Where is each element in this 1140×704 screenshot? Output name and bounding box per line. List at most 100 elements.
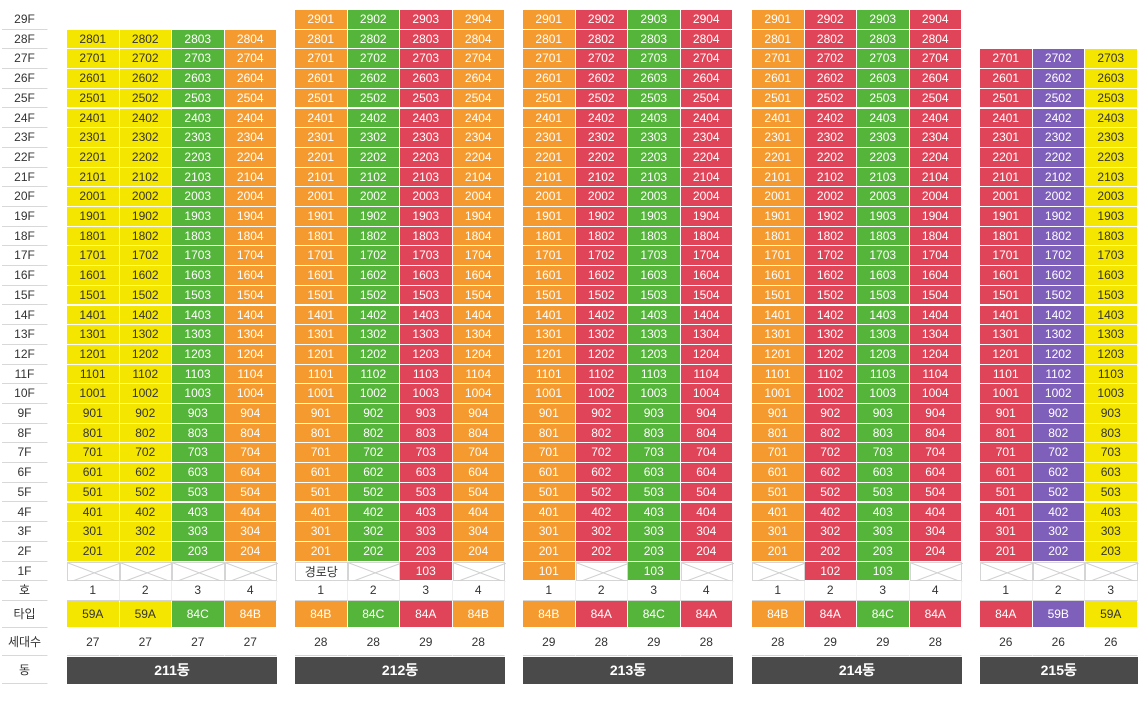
unit-cell: 703	[1085, 443, 1138, 464]
empty-cross-icon	[981, 562, 1034, 583]
unit-cell: 803	[400, 423, 453, 444]
household-count-cell: 27	[172, 628, 225, 656]
unit-cell: 1403	[172, 305, 225, 326]
unit-cell: 904	[224, 404, 277, 424]
household-count-cell: 26	[1085, 628, 1138, 656]
unit-cell: 1003	[172, 384, 225, 404]
unit-cell: 1003	[857, 384, 910, 404]
unit-cell: 2201	[67, 147, 120, 168]
unit-cell: 504	[224, 482, 277, 503]
household-count-cell: 29	[628, 628, 681, 656]
unit-cell: 604	[224, 463, 277, 483]
unit-cell: 1502	[119, 285, 172, 306]
unit-cell: 2002	[575, 187, 628, 207]
unit-cell: 2102	[804, 167, 857, 188]
unit-cell: 2802	[119, 29, 172, 50]
unit-cell: 1101	[752, 364, 805, 385]
unit-cell: 1002	[804, 384, 857, 404]
unit-cell: 2702	[119, 49, 172, 70]
unit-type-cell: 84C	[172, 601, 225, 628]
household-count-cell: 29	[400, 628, 453, 656]
unit-cell: 1903	[628, 207, 681, 227]
unit-cell: 1501	[67, 285, 120, 306]
unit-cell: 804	[680, 423, 733, 444]
unit-cell: 801	[67, 423, 120, 444]
unit-cell: 504	[909, 482, 962, 503]
unit-cell: 302	[804, 522, 857, 542]
floor-label: 28F	[2, 29, 48, 50]
unit-cell: 1301	[752, 325, 805, 345]
unit-cell: 1102	[575, 364, 628, 385]
unit-cell: 1603	[1085, 266, 1138, 286]
floor-label: 23F	[2, 128, 48, 148]
unit-cell: 2302	[347, 128, 400, 148]
unit-type-cell: 84B	[752, 601, 805, 628]
unit-cell: 1902	[1032, 207, 1085, 227]
unit-cell: 604	[452, 463, 505, 483]
unit-cell: 601	[980, 463, 1033, 483]
unit-cell: 2904	[452, 10, 505, 30]
empty-cross-icon	[68, 562, 121, 583]
unit-cell: 2901	[295, 10, 348, 30]
unit-cell: 2304	[224, 128, 277, 148]
unit-cell: 1904	[909, 207, 962, 227]
unit-cell: 304	[452, 522, 505, 542]
unit-cell: 2602	[347, 69, 400, 89]
unit-cell: 203	[400, 541, 453, 562]
unit-cell: 1402	[1032, 305, 1085, 326]
unit-cell: 2402	[575, 108, 628, 129]
unit-cell: 1903	[857, 207, 910, 227]
unit-cell: 703	[400, 443, 453, 464]
unit-cell: 201	[523, 541, 576, 562]
unit-cell: 1404	[224, 305, 277, 326]
unit-cell: 1501	[980, 285, 1033, 306]
unit-cell: 1101	[523, 364, 576, 385]
building-name: 212동	[295, 656, 505, 684]
unit-cell: 2704	[909, 49, 962, 70]
unit-cell: 702	[347, 443, 400, 464]
floor-label: 5F	[2, 482, 48, 503]
unit-cell: 1202	[804, 344, 857, 365]
line-number-cell: 1	[752, 581, 805, 601]
unit-cell: 2103	[400, 167, 453, 188]
unit-cell: 1601	[752, 266, 805, 286]
unit-cell: 2002	[119, 187, 172, 207]
unit-cell: 1801	[67, 226, 120, 247]
unit-cell: 1202	[575, 344, 628, 365]
floor-label: 27F	[2, 49, 48, 70]
unit-cell: 1504	[452, 285, 505, 306]
unit-cell: 1301	[67, 325, 120, 345]
unit-cell: 2003	[172, 187, 225, 207]
unit-cell: 1703	[400, 246, 453, 267]
unit-cell: 701	[752, 443, 805, 464]
unit-cell: 402	[119, 502, 172, 523]
unit-cell: 903	[172, 404, 225, 424]
unit-cell: 701	[523, 443, 576, 464]
building-name: 213동	[523, 656, 733, 684]
unit-cell: 301	[980, 522, 1033, 542]
unit-cell: 401	[295, 502, 348, 523]
unit-cell: 1303	[400, 325, 453, 345]
unit-cell: 1002	[575, 384, 628, 404]
unit-cell: 202	[1032, 541, 1085, 562]
unit-cell: 2303	[172, 128, 225, 148]
unit-cell: 1702	[804, 246, 857, 267]
unit-cell: 2102	[1032, 167, 1085, 188]
unit-cell: 402	[347, 502, 400, 523]
unit-cell: 1102	[804, 364, 857, 385]
unit-cell: 2202	[804, 147, 857, 168]
line-number-cell: 2	[804, 581, 857, 601]
unit-cell: 2203	[172, 147, 225, 168]
unit-cell: 202	[347, 541, 400, 562]
household-count-cell: 28	[752, 628, 805, 656]
unit-type-cell: 59A	[67, 601, 120, 628]
unit-cell: 1702	[347, 246, 400, 267]
unit-cell: 2701	[980, 49, 1033, 70]
unit-cell: 2204	[909, 147, 962, 168]
unit-cell: 2502	[119, 88, 172, 109]
unit-cell: 1803	[1085, 226, 1138, 247]
unit-cell: 2001	[67, 187, 120, 207]
unit-type-cell: 84B	[452, 601, 505, 628]
unit-cell: 1604	[224, 266, 277, 286]
unit-cell: 1002	[1032, 384, 1085, 404]
